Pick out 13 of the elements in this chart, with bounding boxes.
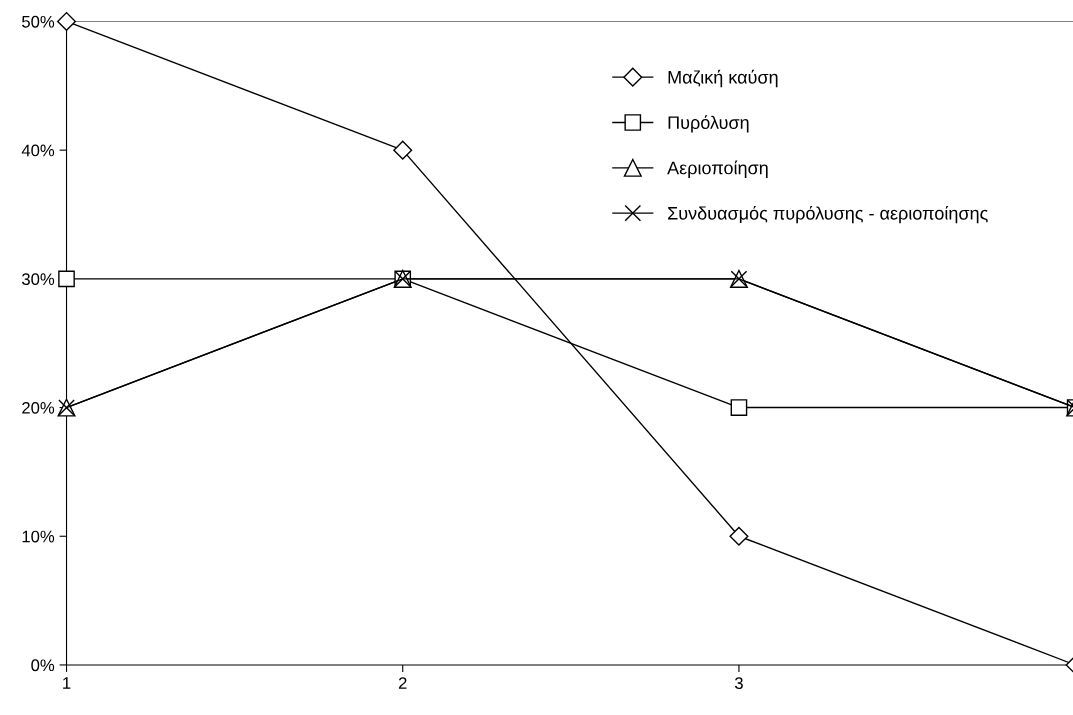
y-tick-label: 0%: [31, 659, 55, 672]
legend-label: Μαζική καύση: [668, 69, 778, 88]
legend-label: Συνδυασμός πυρόλυσης - αεριοποίησης: [668, 205, 988, 224]
y-tick-label: 40%: [21, 144, 55, 157]
x-tick-label: 1: [63, 677, 71, 689]
legend-label: Αεριοποίηση: [667, 160, 768, 178]
legend-label: Πυρόλυση: [668, 115, 749, 133]
y-tick-label: 20%: [22, 401, 55, 414]
y-tick-label: 50%: [22, 15, 55, 28]
y-tick-label: 10%: [22, 530, 55, 543]
x-tick-label: 3: [734, 677, 743, 689]
x-tick-label: 2: [398, 677, 407, 689]
y-tick-label: 30%: [22, 273, 55, 286]
